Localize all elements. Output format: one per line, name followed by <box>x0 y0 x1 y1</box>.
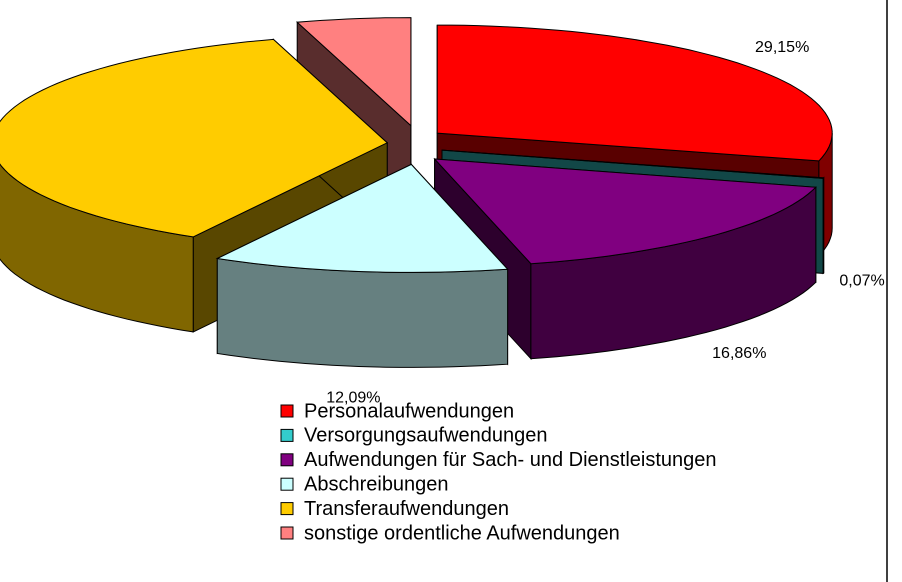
slice <box>0 38 389 238</box>
legend-label: sonstige ordentliche Aufwendungen <box>304 522 620 544</box>
legend-swatch <box>280 404 294 418</box>
legend-swatch <box>280 477 294 491</box>
data-label: 16,86% <box>712 345 766 362</box>
slice <box>215 163 509 273</box>
data-label: 12,09% <box>326 389 380 406</box>
legend-label: Versorgungsaufwendungen <box>304 425 548 447</box>
legend-label: Abschreibungen <box>304 473 449 495</box>
slice <box>433 158 817 265</box>
slice <box>296 17 412 127</box>
legend-swatch <box>280 453 294 467</box>
slice-tops <box>0 17 833 273</box>
data-label: 0,07% <box>839 273 884 290</box>
data-label: 29,15% <box>755 39 809 56</box>
slice-outer-wall <box>822 176 825 275</box>
legend-label: Personalaufwendungen <box>304 400 514 422</box>
slice-outer-wall <box>216 257 509 368</box>
slice <box>441 149 825 179</box>
legend-label: Transferaufwendungen <box>304 498 509 520</box>
legend-swatch <box>280 428 294 442</box>
slice <box>436 24 833 162</box>
legend-swatch <box>280 502 294 516</box>
data-labels: 29,15%0,07%16,86%12,09%37,18%4,65% <box>326 39 885 406</box>
legend-label: Aufwendungen für Sach- und Dienstleistun… <box>304 449 717 471</box>
legend: Personalaufwendungen Versorgungsaufwendun… <box>280 400 717 544</box>
legend-swatch <box>280 526 294 540</box>
